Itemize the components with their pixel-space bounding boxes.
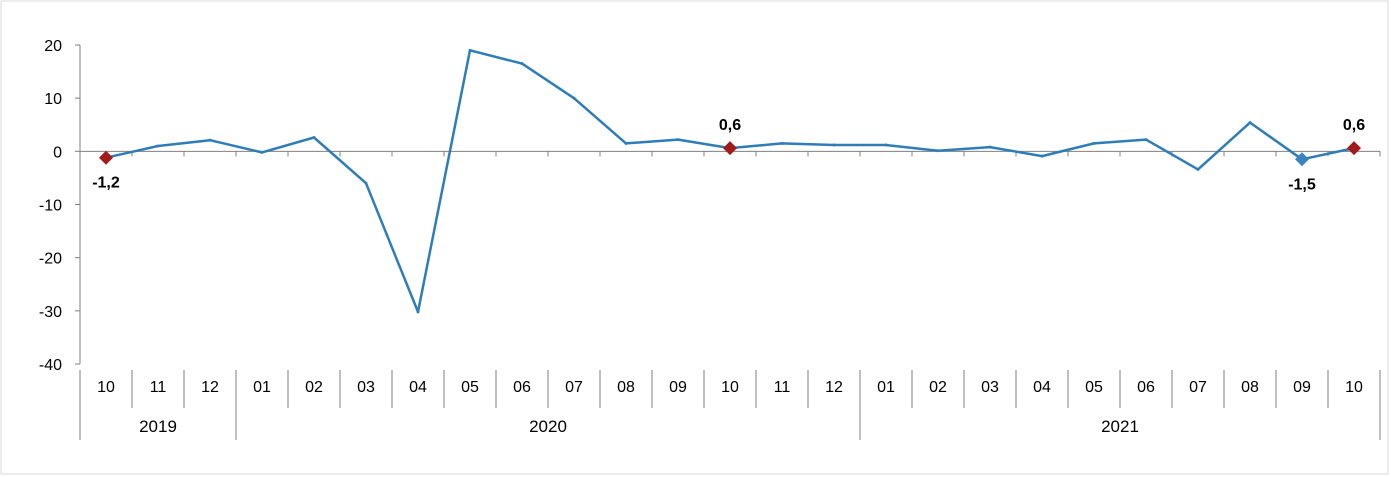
data-point xyxy=(468,48,472,52)
x-category-label: 05 xyxy=(461,379,479,396)
year-label: 2021 xyxy=(1101,417,1139,436)
data-point xyxy=(364,181,368,185)
highlight-marker xyxy=(99,150,113,165)
year-label: 2019 xyxy=(139,417,177,436)
data-point xyxy=(520,62,524,66)
data-point xyxy=(1248,121,1252,125)
y-tick-label: 10 xyxy=(44,91,62,108)
x-category-label: 02 xyxy=(305,379,323,396)
year-label: 2020 xyxy=(529,417,567,436)
x-category-label: 06 xyxy=(513,379,531,396)
x-category-label: 10 xyxy=(97,379,115,396)
data-label: -1,2 xyxy=(92,175,120,192)
data-label: 0,6 xyxy=(719,117,741,134)
y-tick-label: -40 xyxy=(39,357,62,374)
data-label: 0,6 xyxy=(1343,117,1365,134)
data-point xyxy=(260,150,264,154)
x-category-label: 12 xyxy=(201,379,219,396)
x-axis: 10 11 12 01 02 03 04 05 06 07 08 09 10 11 12 01 02 03 04 05… xyxy=(79,150,1381,440)
data-point xyxy=(156,144,160,148)
x-category-label: 04 xyxy=(1033,379,1051,396)
data-point xyxy=(1040,154,1044,158)
data-point xyxy=(676,138,680,142)
highlight-marker xyxy=(723,141,737,156)
highlight-marker xyxy=(1295,152,1309,167)
x-category-label: 11 xyxy=(774,379,791,396)
x-category-label: 03 xyxy=(357,379,375,396)
y-axis: 20 10 0 -10 -20 -30 -40 xyxy=(39,38,81,374)
y-tick-label: -30 xyxy=(39,304,62,321)
data-point xyxy=(208,138,212,142)
x-category-label: 03 xyxy=(981,379,999,396)
data-point xyxy=(416,310,420,314)
y-tick-label: 20 xyxy=(44,38,62,55)
x-category-label: 05 xyxy=(1085,379,1103,396)
x-category-label: 04 xyxy=(409,379,427,396)
x-category-label: 08 xyxy=(1241,379,1259,396)
data-point xyxy=(832,143,836,147)
data-point xyxy=(988,145,992,149)
data-point xyxy=(884,143,888,147)
x-category-label: 10 xyxy=(721,379,739,396)
x-category-label: 06 xyxy=(1137,379,1155,396)
highlight-marker xyxy=(1347,141,1361,156)
data-point xyxy=(572,96,576,100)
data-point xyxy=(624,141,628,145)
x-category-label: 12 xyxy=(825,379,843,396)
x-category-label: 10 xyxy=(1345,379,1363,396)
x-category-label: 07 xyxy=(1189,379,1207,396)
x-category-label: 02 xyxy=(929,379,947,396)
data-point xyxy=(936,149,940,153)
data-point xyxy=(1144,138,1148,142)
x-category-label: 01 xyxy=(253,379,271,396)
data-point xyxy=(1196,167,1200,171)
x-category-label: 01 xyxy=(877,379,895,396)
data-label: -1,5 xyxy=(1288,176,1316,193)
y-tick-label: -20 xyxy=(39,251,62,268)
x-category-label: 07 xyxy=(565,379,583,396)
x-category-label: 09 xyxy=(669,379,687,396)
x-category-label: 11 xyxy=(150,379,167,396)
y-tick-label: 0 xyxy=(53,144,62,161)
annotations-group: -1,2 0,6 -1,5 0,6 xyxy=(92,117,1365,193)
data-point xyxy=(312,136,316,140)
y-tick-label: -10 xyxy=(39,198,62,215)
x-category-label: 09 xyxy=(1293,379,1311,396)
data-point xyxy=(1092,141,1096,145)
data-point xyxy=(780,141,784,145)
x-category-label: 08 xyxy=(617,379,635,396)
